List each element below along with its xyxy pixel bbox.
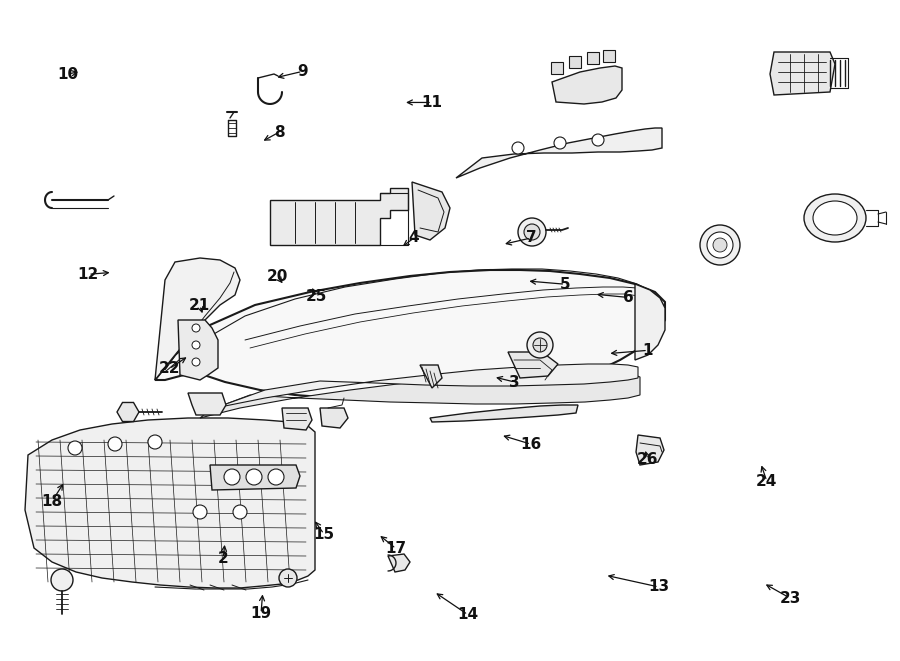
Polygon shape: [636, 435, 664, 465]
Circle shape: [192, 358, 200, 366]
Polygon shape: [770, 52, 835, 95]
Circle shape: [51, 569, 73, 591]
Circle shape: [224, 469, 240, 485]
Text: 26: 26: [637, 452, 659, 467]
Polygon shape: [270, 188, 408, 245]
Text: 21: 21: [189, 298, 211, 313]
Circle shape: [148, 435, 162, 449]
Ellipse shape: [804, 194, 866, 242]
Text: 22: 22: [158, 362, 180, 376]
Circle shape: [700, 225, 740, 265]
Polygon shape: [178, 320, 218, 380]
Polygon shape: [320, 408, 348, 428]
Bar: [569, 56, 581, 68]
Circle shape: [554, 137, 566, 149]
Text: 25: 25: [306, 289, 328, 303]
Text: 11: 11: [421, 95, 443, 110]
Polygon shape: [200, 371, 640, 418]
Polygon shape: [456, 128, 662, 178]
Polygon shape: [508, 352, 558, 378]
Circle shape: [527, 332, 553, 358]
Circle shape: [192, 324, 200, 332]
Ellipse shape: [813, 201, 857, 235]
Text: 10: 10: [57, 67, 78, 81]
Text: 12: 12: [77, 267, 99, 282]
Circle shape: [524, 224, 540, 240]
Polygon shape: [188, 393, 226, 415]
Text: 5: 5: [560, 277, 571, 292]
Text: 1: 1: [643, 343, 653, 358]
Text: 3: 3: [509, 375, 520, 389]
Circle shape: [246, 469, 262, 485]
Polygon shape: [210, 465, 300, 490]
Text: 16: 16: [520, 437, 542, 451]
Circle shape: [268, 469, 284, 485]
Polygon shape: [388, 554, 410, 572]
Polygon shape: [25, 418, 315, 588]
Circle shape: [193, 505, 207, 519]
Text: 19: 19: [250, 606, 272, 621]
Text: 24: 24: [756, 474, 778, 488]
Circle shape: [512, 142, 524, 154]
Text: 14: 14: [457, 607, 479, 622]
Text: 8: 8: [274, 125, 284, 139]
Polygon shape: [117, 403, 139, 422]
Polygon shape: [155, 258, 240, 380]
Circle shape: [68, 441, 82, 455]
Polygon shape: [635, 284, 665, 360]
Polygon shape: [420, 365, 442, 388]
Text: 15: 15: [313, 527, 335, 541]
Text: 4: 4: [409, 231, 419, 245]
Text: 23: 23: [779, 591, 801, 605]
Text: 13: 13: [648, 580, 670, 594]
Text: 18: 18: [41, 494, 63, 508]
Bar: [551, 62, 563, 74]
Circle shape: [279, 569, 297, 587]
Text: 6: 6: [623, 290, 634, 305]
Text: 20: 20: [266, 269, 288, 284]
Circle shape: [108, 437, 122, 451]
Text: 9: 9: [297, 64, 308, 79]
Polygon shape: [552, 66, 622, 104]
Polygon shape: [282, 408, 312, 430]
Circle shape: [518, 218, 546, 246]
Circle shape: [592, 134, 604, 146]
Bar: [603, 50, 615, 62]
Bar: [587, 52, 599, 64]
Text: 7: 7: [526, 231, 536, 245]
Circle shape: [233, 505, 247, 519]
Circle shape: [707, 232, 733, 258]
Circle shape: [713, 238, 727, 252]
Circle shape: [533, 338, 547, 352]
Polygon shape: [430, 405, 578, 422]
Circle shape: [192, 341, 200, 349]
Text: 2: 2: [218, 551, 229, 566]
Polygon shape: [215, 364, 638, 408]
Polygon shape: [155, 270, 665, 400]
Text: 17: 17: [385, 541, 407, 556]
Polygon shape: [412, 182, 450, 240]
